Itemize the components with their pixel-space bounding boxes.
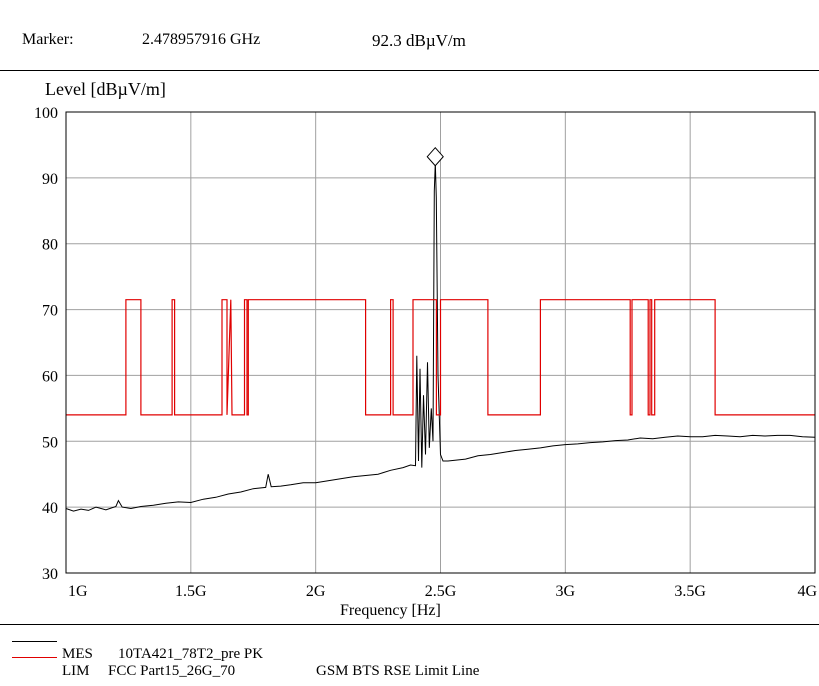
legend-lim-tag: LIM <box>62 663 90 679</box>
x-tick-label: 4G <box>797 583 817 600</box>
legend-lim-description: FCC Part15_26G_70 <box>108 663 236 679</box>
x-tick-label: 3.5G <box>674 583 706 600</box>
legend-divider <box>0 624 819 625</box>
marker-diamond <box>426 146 444 167</box>
y-tick-label: 60 <box>42 368 58 385</box>
marker-layer <box>426 146 444 167</box>
y-tick-label: 30 <box>42 566 58 583</box>
measurement-trace <box>65 162 816 512</box>
y-tick-label: 70 <box>42 303 58 320</box>
y-tick-label: 100 <box>34 105 58 122</box>
x-axis-title: Frequency [Hz] <box>340 602 441 619</box>
legend-lim-swatch <box>12 657 57 658</box>
plot-border <box>65 111 816 574</box>
header-divider <box>0 70 819 71</box>
y-tick-label: 90 <box>42 171 58 188</box>
legend-lim-note: GSM BTS RSE Limit Line <box>316 663 480 679</box>
legend-mes-tag: MES <box>62 646 93 662</box>
x-tick-label: 2G <box>306 583 326 600</box>
marker-level: 92.3 dBµV/m <box>372 31 466 50</box>
marker-label: Marker: <box>22 31 74 48</box>
marker-frequency: 2.478957916 GHz <box>142 31 261 48</box>
y-tick-label: 80 <box>42 237 58 254</box>
y-axis-title: Level [dBµV/m] <box>45 79 166 99</box>
series-layer <box>65 162 816 512</box>
x-tick-label: 2.5G <box>425 583 457 600</box>
legend-mes-swatch <box>12 641 57 642</box>
y-tick-label: 50 <box>42 434 58 451</box>
legend-mes-description: 10TA421_78T2_pre PK <box>118 646 264 662</box>
x-tick-label: 1G <box>68 583 88 600</box>
x-tick-label: 3G <box>556 583 576 600</box>
y-tick-label: 40 <box>42 500 58 517</box>
x-tick-label: 1.5G <box>175 583 207 600</box>
limit-line <box>66 299 815 416</box>
tick-labels: 30 40 50 60 70 80 90 100 1G 1.5G 2G 2.5G 3G 3.5G 4G <box>34 105 817 600</box>
plot-frame <box>65 111 816 574</box>
